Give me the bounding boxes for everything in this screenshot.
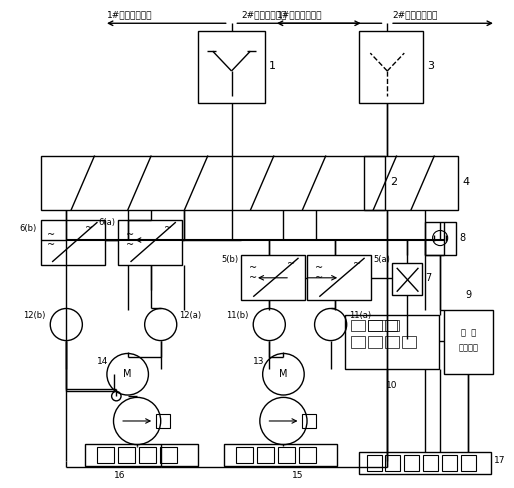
Text: 16: 16 [115, 471, 126, 480]
Text: ~: ~ [47, 240, 56, 250]
Text: 12(a): 12(a) [179, 311, 201, 320]
Text: 2: 2 [390, 177, 397, 187]
Text: 2#动力电源进线: 2#动力电源进线 [241, 11, 286, 20]
Bar [198, 31, 265, 103]
Bar [118, 447, 135, 463]
Bar [85, 444, 198, 466]
Bar [41, 220, 105, 265]
Bar [369, 336, 381, 348]
Text: 13: 13 [253, 357, 265, 366]
Bar [236, 447, 253, 463]
Text: 2#控制电源进线: 2#控制电源进线 [392, 11, 437, 20]
Bar [386, 336, 398, 348]
Text: 5(a): 5(a) [373, 255, 390, 264]
Bar [98, 447, 115, 463]
Bar [345, 315, 439, 369]
Bar [386, 455, 400, 471]
Bar [299, 447, 316, 463]
Bar [352, 336, 364, 348]
Bar [257, 447, 274, 463]
Bar [369, 320, 397, 331]
Bar [156, 414, 170, 428]
Bar [160, 447, 177, 463]
Text: 5(b): 5(b) [221, 255, 238, 264]
Text: 11(a): 11(a) [350, 311, 372, 320]
Bar [224, 444, 337, 466]
Text: 4: 4 [463, 177, 470, 187]
Bar [425, 222, 456, 255]
Bar [402, 336, 416, 348]
Text: ~: ~ [248, 273, 256, 283]
Bar [359, 31, 423, 103]
Bar [118, 220, 182, 265]
Text: ~: ~ [353, 259, 361, 269]
Bar [364, 156, 458, 210]
Text: 17: 17 [494, 456, 505, 465]
Bar [241, 255, 305, 300]
Text: ~: ~ [315, 263, 323, 273]
Bar [444, 309, 493, 374]
Text: 6(a): 6(a) [98, 218, 116, 226]
Text: 6(b): 6(b) [20, 224, 37, 233]
Bar [302, 414, 317, 428]
Text: ~: ~ [126, 240, 134, 250]
Bar [41, 156, 386, 210]
Bar [405, 455, 419, 471]
Text: 3: 3 [427, 61, 434, 71]
Text: ~: ~ [85, 223, 94, 233]
Text: 11(b): 11(b) [226, 311, 248, 320]
Bar [386, 320, 398, 331]
Text: M: M [123, 369, 132, 379]
Text: 14: 14 [98, 357, 109, 366]
Text: 15: 15 [292, 471, 303, 480]
Text: 8: 8 [459, 233, 465, 243]
Text: ~: ~ [315, 273, 323, 283]
Text: 1#控制电源进线: 1#控制电源进线 [277, 11, 322, 20]
Bar [423, 455, 438, 471]
Bar [307, 255, 371, 300]
Text: 7: 7 [425, 273, 431, 283]
Bar [359, 452, 491, 474]
Text: 1#动力电源进线: 1#动力电源进线 [107, 11, 153, 20]
Bar [461, 455, 476, 471]
Bar [369, 320, 381, 331]
Text: ~: ~ [126, 230, 134, 240]
Bar [392, 263, 422, 295]
Text: ~: ~ [248, 263, 256, 273]
Text: 10: 10 [386, 381, 398, 390]
Text: 12(b): 12(b) [23, 311, 46, 320]
Bar [366, 455, 381, 471]
Bar [278, 447, 295, 463]
Bar [352, 320, 364, 331]
Text: ~: ~ [47, 230, 56, 240]
Text: M: M [279, 369, 288, 379]
Bar [442, 455, 457, 471]
Text: ~: ~ [287, 259, 296, 269]
Text: 矿  山: 矿 山 [461, 328, 476, 337]
Bar [139, 447, 156, 463]
Text: 9: 9 [465, 290, 471, 300]
Text: 1: 1 [268, 61, 276, 71]
Text: 局域网络: 局域网络 [458, 343, 479, 352]
Text: ~: ~ [163, 223, 172, 233]
